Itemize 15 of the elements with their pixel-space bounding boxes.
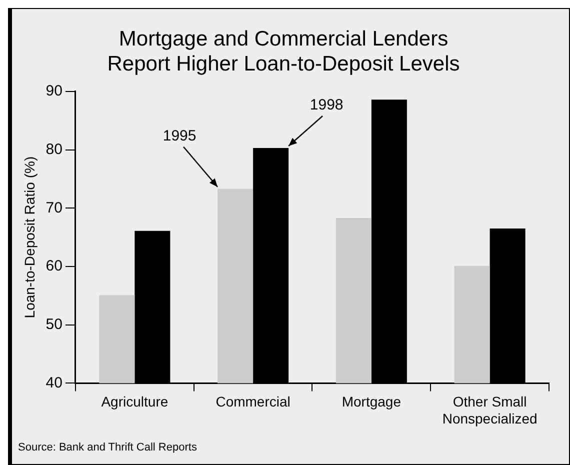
y-tick-label: 80: [46, 140, 62, 158]
y-axis-title: Loan-to-Deposit Ratio (%): [21, 156, 38, 318]
chart-title: Mortgage and Commercial Lenders Report Higher Loan-to-Deposit Levels: [107, 27, 460, 76]
x-tick-label: Commercial: [216, 393, 290, 410]
x-tick-label: Mortgage: [342, 393, 402, 410]
x-tick-label: Other Small Nonspecialized: [442, 393, 538, 426]
text: 1995: [162, 128, 196, 144]
source-note: Source: Bank and Thrift Call Reports: [18, 441, 198, 454]
y-tick-label: 40: [46, 374, 62, 392]
y-tick-label: 70: [46, 199, 62, 216]
series-label: 1998: [310, 96, 344, 114]
y-tick-label: 60: [46, 258, 62, 275]
x-tick-label: Agriculture: [101, 393, 168, 410]
y-tick-label: 50: [46, 316, 62, 333]
y-tick-label: 90: [46, 82, 62, 100]
